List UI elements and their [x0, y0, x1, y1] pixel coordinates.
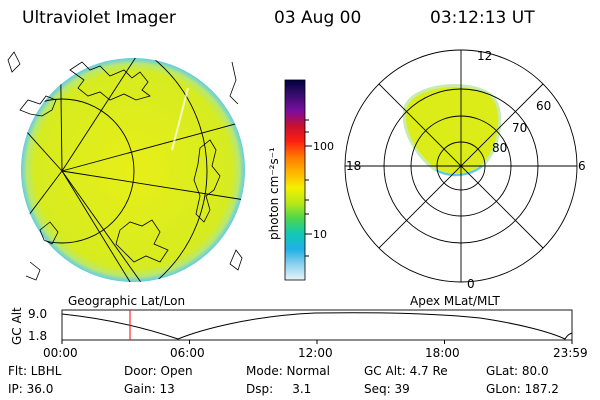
ip-info: IP: 36.0 [8, 382, 54, 396]
altitude-ytick-1: 1.8 [28, 329, 47, 343]
earth-disk [21, 58, 245, 282]
colorbar-label-100: 100 [313, 140, 334, 153]
geographic-grid [21, 58, 245, 282]
colorbar-scale [284, 79, 306, 281]
time-tick-0600: 06:00 [170, 346, 205, 360]
mlat-label-70: 70 [512, 121, 527, 135]
colorbar: 100 10 photon cm⁻²s⁻¹ [267, 79, 334, 281]
time-tick-1800: 18:00 [425, 346, 460, 360]
mlat-label-80: 80 [492, 141, 507, 155]
geographic-panel [7, 51, 245, 282]
time-tick-2359: 23:59 [553, 346, 588, 360]
dsp-info: Dsp: 3.1 [246, 382, 312, 396]
mlat-label-60: 60 [536, 99, 551, 113]
altitude-plot-frame [61, 309, 573, 341]
altitude-ylabel: GC Alt [10, 307, 24, 345]
mlt-label-18: 18 [346, 159, 361, 173]
date-label: 03 Aug 00 [274, 8, 362, 28]
mlt-label-0: 0 [467, 277, 475, 291]
glat-info: GLat: 80.0 [486, 364, 549, 378]
altitude-ytick-9: 9.0 [28, 307, 47, 321]
gain-info: Gain: 13 [124, 382, 175, 396]
colorbar-label-10: 10 [313, 228, 327, 241]
glon-info: GLon: 187.2 [486, 382, 559, 396]
mlt-label-12: 12 [477, 49, 492, 63]
gc-alt-info: GC Alt: 4.7 Re [364, 364, 448, 378]
instrument-title: Ultraviolet Imager [22, 8, 176, 28]
polar-grid [344, 49, 578, 283]
geographic-label: Geographic Lat/Lon [68, 294, 185, 308]
mlt-label-6: 6 [578, 159, 586, 173]
altitude-plot: GC Alt 9.0 1.8 00:00 06:00 12:00 18:00 2… [10, 307, 588, 360]
glint-streak [171, 87, 189, 151]
filter-info: Flt: LBHL [8, 364, 62, 378]
seq-info: Seq: 39 [364, 382, 410, 396]
apex-label: Apex MLat/MLT [410, 294, 500, 308]
coastlines [7, 51, 243, 281]
mode-info: Mode: Normal [246, 364, 330, 378]
auroral-oval [402, 84, 502, 177]
time-tick-1200: 12:00 [298, 346, 333, 360]
door-info: Door: Open [124, 364, 193, 378]
time-tick-0000: 00:00 [43, 346, 78, 360]
altitude-curve [61, 312, 573, 340]
time-label: 03:12:13 UT [430, 8, 535, 28]
polar-panel: 12 18 6 0 60 70 80 [344, 49, 586, 291]
colorbar-unit: photon cm⁻²s⁻¹ [267, 147, 281, 240]
